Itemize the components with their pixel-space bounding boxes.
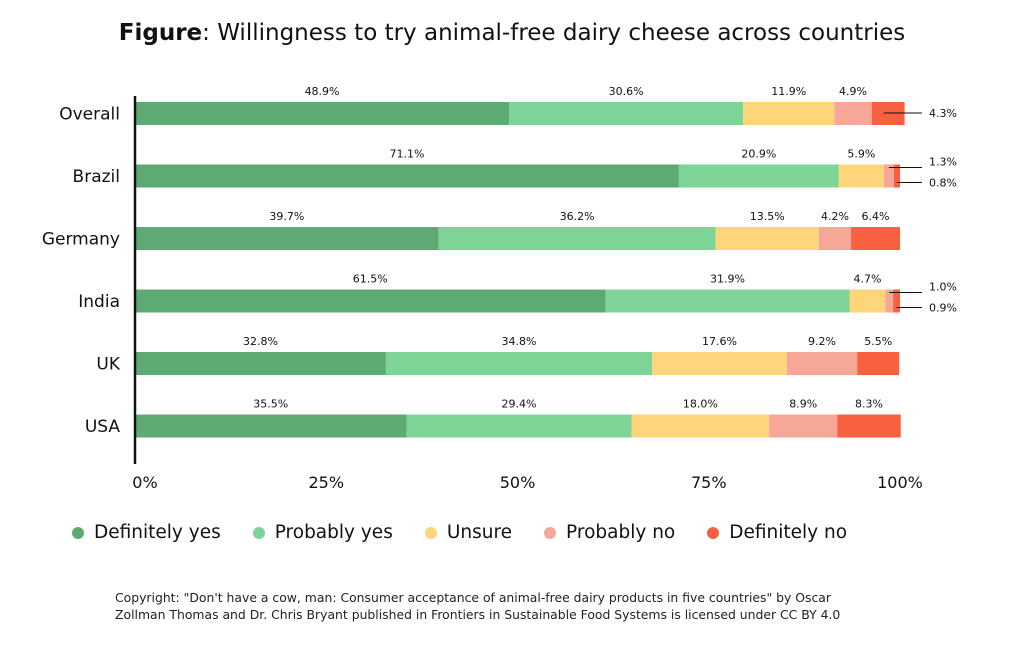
bar-germany-definitely-yes [135,227,439,250]
bar-usa-probably-no [769,414,838,438]
bar-germany-probably-no [818,227,852,250]
bar-india-definitely-no [893,289,900,313]
data-label-overall-definitely-no: 4.3% [929,107,957,120]
category-label-india: India [78,292,120,312]
data-label-uk-definitely-no: 5.5% [864,335,892,348]
bar-germany-unsure [715,227,819,250]
data-label-overall-probably-no: 4.9% [839,85,867,98]
data-label-india-definitely-yes: 61.5% [353,273,388,286]
bar-india-probably-no [885,289,894,313]
legend-item-unsure: Unsure [424,522,513,543]
category-label-germany: Germany [42,230,120,250]
footnote-line-1: Copyright: "Don't have a cow, man: Consu… [115,590,831,605]
x-tick-label-2: 50% [500,473,536,492]
bar-india-definitely-yes [135,289,606,313]
data-label-usa-definitely-yes: 35.5% [253,398,288,411]
chart-title-bold: Figure [118,20,203,46]
data-label-india-unsure: 4.7% [854,273,882,286]
category-label-brazil: Brazil [73,167,120,187]
bar-overall-definitely-yes [135,102,510,125]
bar-brazil-unsure [838,164,884,188]
legend: Definitely yes Probably yes Unsure Probably… [72,522,879,543]
legend-item-probably-yes: Probably yes [252,522,393,543]
bar-uk-definitely-yes [135,352,386,375]
x-tick-label-3: 75% [691,473,727,492]
legend-item-probably-no: Probably no [544,522,675,543]
data-label-brazil-definitely-yes: 71.1% [389,148,424,161]
legend-swatch [252,526,265,539]
data-label-uk-probably-yes: 34.8% [502,335,537,348]
legend-label: Probably yes [274,522,393,543]
bar-overall-probably-yes [509,102,744,125]
data-label-brazil-probably-yes: 20.9% [741,148,776,161]
data-label-germany-definitely-no: 6.4% [862,210,890,223]
data-label-usa-probably-yes: 29.4% [502,398,537,411]
legend-label: Definitely no [729,522,848,543]
data-label-germany-probably-yes: 36.2% [560,210,595,223]
bar-india-unsure [849,289,886,313]
data-label-india-probably-yes: 31.9% [710,273,745,286]
bar-uk-definitely-no [857,352,900,375]
legend-swatch [544,526,557,539]
data-label-india-definitely-no: 0.9% [929,302,957,315]
category-label-overall: Overall [59,105,120,125]
data-label-uk-unsure: 17.6% [702,335,737,348]
category-label-usa: USA [85,417,121,437]
data-label-germany-definitely-yes: 39.7% [269,210,304,223]
data-label-usa-definitely-no: 8.3% [855,398,883,411]
bar-germany-definitely-no [851,227,900,250]
x-tick-label-1: 25% [308,473,344,492]
data-label-uk-probably-no: 9.2% [808,335,836,348]
legend-swatch [72,526,84,539]
footnote-line-2: Zollman Thomas and Dr. Chris Bryant publ… [115,607,841,622]
data-label-germany-probably-no: 4.2% [821,210,849,223]
stacked-bar-chart: Overall 48.9% 30.6% 11.9% 4.9% 4.3% Brazil 71.1… [42,85,957,492]
legend-swatch [707,526,720,539]
data-label-usa-probably-no: 8.9% [789,398,817,411]
legend-label: Probably no [566,522,676,543]
data-label-usa-unsure: 18.0% [683,398,718,411]
category-label-uk: UK [96,355,120,375]
bar-brazil-definitely-yes [135,164,679,188]
legend-item-definitely-no: Definitely no [707,522,847,543]
bar-uk-probably-yes [385,352,653,375]
bar-uk-unsure [652,352,787,375]
legend-label: Definitely yes [94,522,221,543]
bar-germany-probably-yes [438,227,716,250]
legend-swatch [424,526,437,539]
chart-title: Figure: Willingness to try animal-free d… [0,20,1024,46]
bar-uk-probably-no [786,352,858,375]
bar-usa-probably-yes [406,414,632,438]
bar-brazil-probably-no [883,164,894,188]
bar-overall-unsure [743,102,835,125]
data-label-overall-unsure: 11.9% [771,85,806,98]
bar-brazil-probably-yes [678,164,839,188]
bar-usa-unsure [631,414,770,438]
bar-overall-probably-no [834,102,872,125]
bar-brazil-definitely-no [893,164,900,188]
data-label-brazil-definitely-no: 0.8% [929,177,957,190]
bar-usa-definitely-no [837,414,901,438]
data-label-overall-probably-yes: 30.6% [609,85,644,98]
data-label-brazil-unsure: 5.9% [847,148,875,161]
copyright-footnote: Copyright: "Don't have a cow, man: Consu… [115,589,915,623]
x-tick-label-0: 0% [132,473,157,492]
data-label-overall-definitely-yes: 48.9% [305,85,340,98]
legend-item-definitely-yes: Definitely yes [72,522,221,543]
legend-label: Unsure [446,522,513,543]
data-label-uk-definitely-yes: 32.8% [243,335,278,348]
chart-title-text: : Willingness to try animal-free dairy c… [202,20,906,46]
bar-usa-definitely-yes [135,414,407,438]
x-tick-label-4: 100% [877,473,923,492]
data-label-germany-unsure: 13.5% [750,210,785,223]
data-label-brazil-probably-no: 1.3% [929,156,957,169]
data-label-india-probably-no: 1.0% [929,281,957,294]
bar-india-probably-yes [605,289,850,313]
